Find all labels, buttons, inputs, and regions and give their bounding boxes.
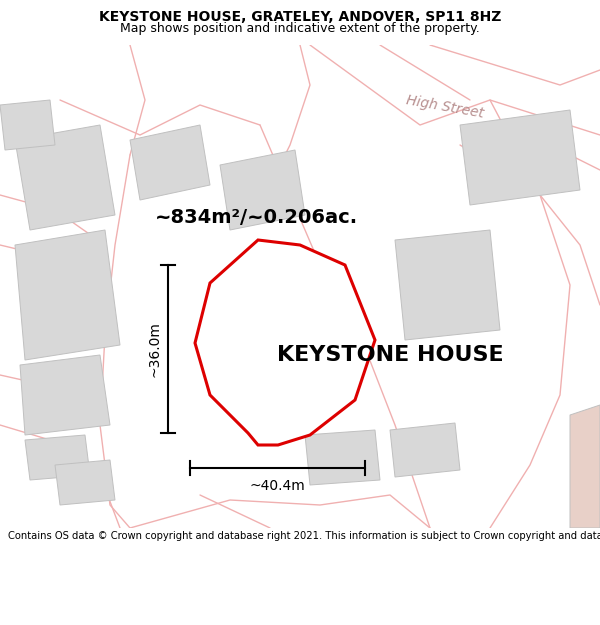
Polygon shape	[460, 110, 580, 205]
Text: Contains OS data © Crown copyright and database right 2021. This information is : Contains OS data © Crown copyright and d…	[8, 531, 600, 541]
Text: High Street: High Street	[405, 93, 485, 121]
Text: ~834m²/~0.206ac.: ~834m²/~0.206ac.	[155, 208, 358, 227]
Polygon shape	[130, 125, 210, 200]
Polygon shape	[25, 435, 90, 480]
Text: KEYSTONE HOUSE: KEYSTONE HOUSE	[277, 345, 503, 365]
Polygon shape	[245, 283, 315, 367]
Polygon shape	[220, 150, 305, 230]
Polygon shape	[15, 230, 120, 360]
Polygon shape	[15, 125, 115, 230]
Polygon shape	[55, 460, 115, 505]
Text: ~36.0m: ~36.0m	[147, 321, 161, 377]
Text: Map shows position and indicative extent of the property.: Map shows position and indicative extent…	[120, 22, 480, 35]
Polygon shape	[390, 423, 460, 477]
Polygon shape	[20, 355, 110, 435]
Text: KEYSTONE HOUSE, GRATELEY, ANDOVER, SP11 8HZ: KEYSTONE HOUSE, GRATELEY, ANDOVER, SP11 …	[99, 10, 501, 24]
Polygon shape	[570, 405, 600, 528]
Polygon shape	[195, 240, 375, 445]
Polygon shape	[0, 100, 55, 150]
Polygon shape	[305, 430, 380, 485]
Text: ~40.4m: ~40.4m	[250, 479, 305, 493]
Polygon shape	[395, 230, 500, 340]
